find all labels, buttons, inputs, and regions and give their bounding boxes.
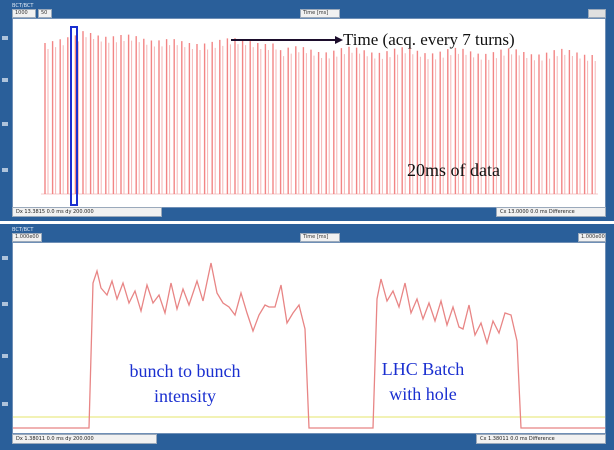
top-plot-window: BCT/BCT 1000 50 Time [ms] Time (acq. eve…	[0, 0, 614, 221]
bottom-axis-header: Time [ms]	[300, 233, 340, 242]
bottom-plot-area[interactable]: bunch to bunch intensity LHC Batch with …	[12, 242, 606, 434]
top-scale-box[interactable]: 1000	[12, 9, 36, 18]
top-axis-header: Time [ms]	[300, 9, 340, 18]
top-plot-area[interactable]: Time (acq. every 7 turns) 20ms of data	[12, 18, 606, 208]
top-corner-button[interactable]	[588, 9, 606, 18]
top-title-bar: BCT/BCT 1000 50 Time [ms]	[0, 0, 614, 18]
top-trace-spikes	[41, 31, 598, 195]
top-trace-svg	[41, 31, 598, 195]
top-window-title: BCT/BCT	[12, 3, 34, 9]
top-data-annotation: 20ms of data	[407, 160, 500, 180]
bottom-right-scale-box[interactable]: 1.000e00	[578, 233, 606, 242]
bottom-trace-line	[13, 262, 605, 429]
bottom-trace-svg	[13, 262, 605, 429]
top-time-annotation: Time (acq. every 7 turns)	[343, 30, 515, 49]
lhc-batch-annotation: LHC Batch with hole	[381, 359, 465, 404]
top-selection-marker[interactable]	[70, 26, 78, 206]
bottom-window-title: BCT/BCT	[12, 227, 34, 233]
top-status-bar: Dx 13.3815 0.0 ms dy 200.000 Cx 13.0000 …	[12, 207, 606, 217]
bottom-status-bar: Dx 1.38011 0.0 ms dy 200.000 Cx 1.38011 …	[12, 434, 606, 444]
bottom-scale-box[interactable]: 1.000e00	[12, 233, 42, 242]
top-scale-box-2[interactable]: 50	[38, 9, 52, 18]
bottom-status-right: Cx 1.38011 0.0 ms Difference	[476, 434, 606, 444]
bottom-title-bar: BCT/BCT 1.000e00 Time [ms] 1.000e00	[0, 224, 614, 242]
bottom-plot-window: BCT/BCT 1.000e00 Time [ms] 1.000e00 bunc…	[0, 224, 614, 450]
bunch-intensity-annotation: bunch to bunch intensity	[129, 361, 241, 406]
top-left-ruler	[0, 18, 11, 208]
top-status-right: Cx 13.0000 0.0 ms Difference	[496, 207, 606, 217]
bottom-left-ruler	[0, 242, 11, 432]
top-status-left: Dx 13.3815 0.0 ms dy 200.000	[12, 207, 162, 217]
bottom-status-left: Dx 1.38011 0.0 ms dy 200.000	[12, 434, 157, 444]
